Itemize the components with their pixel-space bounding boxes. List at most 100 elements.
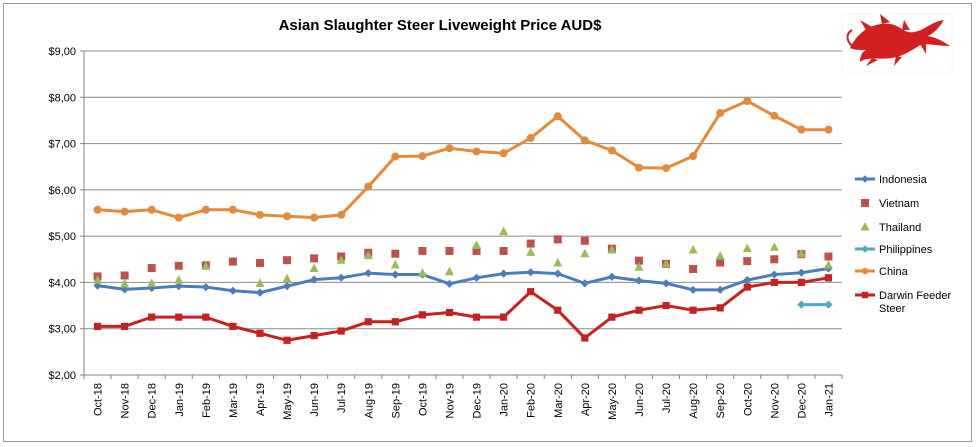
data-point-vietnam [743, 257, 752, 266]
series-line-darwin-feeder-steer [97, 276, 829, 342]
data-point-thailand [607, 245, 617, 254]
data-point-darwin-feeder-steer [310, 332, 318, 340]
data-point-thailand [796, 248, 806, 258]
x-tick-label: Oct-20 [742, 383, 754, 416]
data-point-vietnam [472, 246, 481, 255]
data-point-indonesia [472, 273, 481, 282]
data-point-darwin-feeder-steer [283, 336, 291, 344]
series-layer [93, 96, 833, 344]
data-point-darwin-feeder-steer [364, 318, 372, 326]
data-point-thailand [201, 261, 211, 270]
data-point-thailand [174, 275, 184, 284]
legend-item-thailand: Thailand [860, 222, 921, 234]
series-china [93, 96, 833, 222]
data-point-darwin-feeder-steer [635, 306, 643, 314]
data-point-thailand [472, 240, 482, 249]
x-tick-label: Aug-19 [363, 383, 375, 418]
x-tick-label: Mar-20 [553, 383, 565, 418]
data-point-china [310, 213, 319, 222]
data-point-indonesia [282, 282, 292, 291]
data-point-china [201, 205, 210, 214]
data-point-darwin-feeder-steer [527, 288, 535, 296]
data-point-indonesia [526, 268, 535, 277]
y-tick-label: $4,00 [48, 277, 76, 289]
data-point-thailand [255, 278, 265, 287]
x-tick-label: Oct-19 [417, 383, 429, 416]
data-point-china [147, 205, 156, 214]
data-point-indonesia [174, 282, 183, 291]
data-point-indonesia [93, 281, 102, 290]
series-thailand [93, 226, 833, 288]
x-tick-label: Dec-18 [147, 383, 159, 418]
x-tick-label: Dec-19 [472, 383, 484, 418]
grid [84, 50, 842, 376]
y-tick-label: $8,00 [48, 92, 76, 104]
data-point-vietnam [120, 271, 129, 280]
x-axis-ticks: Oct-18 Nov-18 Dec-18 Jan-19 Feb-19 Mar-19 Apr-… [83, 375, 843, 420]
y-tick-label: $7,00 [48, 139, 76, 151]
data-point-vietnam [310, 254, 319, 263]
data-point-vietnam [391, 249, 400, 258]
data-point-china [445, 144, 454, 153]
data-point-thailand [742, 243, 752, 253]
y-tick-label: $3,00 [48, 324, 76, 336]
y-tick-label: $2,00 [48, 370, 76, 382]
data-point-indonesia [743, 276, 752, 285]
legend-label-darwin-feeder-steer: Darwin Feeder [879, 290, 951, 302]
legend-label-vietnam: Vietnam [879, 198, 919, 210]
x-tick-label: Nov-18 [120, 383, 132, 418]
legend-item-china: China [855, 266, 909, 278]
data-point-vietnam [716, 258, 725, 267]
data-point-darwin-feeder-steer [608, 313, 616, 321]
data-point-thailand [634, 262, 644, 271]
data-point-vietnam [580, 236, 589, 245]
data-point-thailand [363, 250, 373, 260]
data-point-indonesia [364, 269, 373, 278]
legend-marker-china [861, 267, 869, 275]
data-point-indonesia [689, 285, 698, 294]
data-point-china [580, 136, 589, 145]
data-point-vietnam [147, 264, 156, 273]
series-darwin-feeder-steer [93, 274, 833, 344]
x-tick-label: Jul-19 [336, 383, 348, 413]
x-tick-label: Jun-20 [634, 383, 646, 417]
data-point-vietnam [499, 246, 508, 255]
data-point-china [255, 210, 264, 219]
data-point-darwin-feeder-steer [175, 313, 183, 321]
data-point-darwin-feeder-steer [202, 313, 210, 321]
x-tick-label: Aug-20 [688, 383, 700, 418]
legend-item-vietnam: Vietnam [861, 198, 919, 210]
data-point-china [824, 125, 833, 134]
data-point-thailand [769, 242, 779, 251]
data-point-china [499, 149, 508, 158]
data-point-indonesia [607, 272, 616, 281]
data-point-china [364, 182, 373, 191]
data-point-china [634, 163, 643, 172]
data-point-indonesia [391, 270, 400, 279]
x-tick-label: Jun-19 [309, 383, 321, 417]
data-point-indonesia [553, 269, 562, 278]
legend-item-indonesia: Indonesia [855, 174, 928, 186]
data-point-china [553, 112, 562, 121]
data-point-vietnam [283, 256, 292, 265]
data-point-darwin-feeder-steer [554, 306, 562, 314]
x-tick-label: Feb-20 [526, 383, 538, 418]
data-point-thailand [823, 260, 833, 269]
data-point-indonesia [120, 285, 129, 294]
data-point-china [607, 146, 616, 155]
x-tick-label: Jul-20 [661, 383, 673, 413]
data-point-darwin-feeder-steer [472, 313, 481, 321]
data-point-china [797, 125, 806, 134]
y-tick-label: $9,00 [48, 46, 76, 58]
data-point-indonesia [310, 275, 319, 284]
legend-marker-philippines [861, 245, 869, 253]
y-tick-label: $6,00 [48, 185, 76, 197]
data-point-darwin-feeder-steer [797, 278, 805, 287]
data-point-thailand [444, 266, 454, 276]
data-point-thailand [499, 226, 509, 236]
data-point-darwin-feeder-steer [418, 311, 426, 319]
data-point-vietnam [418, 246, 427, 255]
legend-marker-thailand [860, 222, 870, 231]
x-tick-label: Apr-20 [580, 383, 592, 416]
x-tick-label: Sep-20 [715, 383, 727, 418]
